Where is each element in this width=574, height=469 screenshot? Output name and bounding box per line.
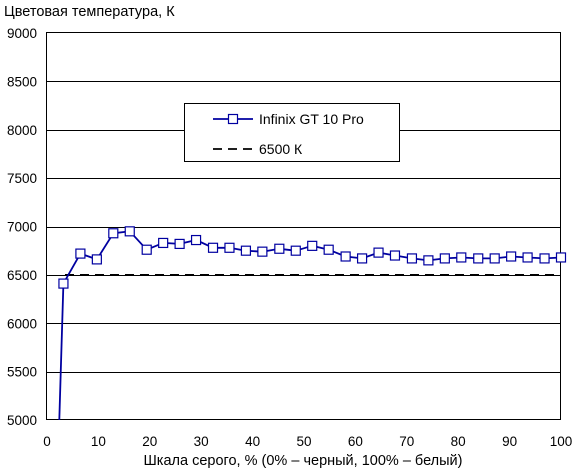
data-point bbox=[307, 240, 318, 251]
y-tick-label: 7000 bbox=[7, 220, 37, 235]
data-point bbox=[274, 243, 285, 254]
data-point bbox=[240, 245, 252, 256]
x-tick-label: 20 bbox=[142, 434, 157, 449]
x-axis-tick-labels: 0 10 20 30 40 50 60 70 80 90 100 bbox=[43, 434, 572, 449]
y-axis-title: Цветовая температура, К bbox=[4, 4, 175, 20]
data-point bbox=[439, 253, 450, 264]
legend-label-infinix: Infinix GT 10 Pro bbox=[259, 111, 364, 127]
y-tick-label: 8500 bbox=[7, 74, 37, 89]
x-tick-label: 40 bbox=[245, 434, 260, 449]
x-tick-label: 80 bbox=[451, 434, 466, 449]
data-point bbox=[323, 244, 334, 255]
data-point bbox=[555, 252, 567, 263]
data-point bbox=[489, 253, 500, 264]
legend-marker-infinix bbox=[227, 113, 239, 125]
x-tick-label: 70 bbox=[399, 434, 414, 449]
data-point bbox=[406, 253, 418, 264]
legend-label-6500k: 6500 К bbox=[259, 141, 303, 157]
data-point bbox=[108, 228, 119, 239]
x-tick-label: 50 bbox=[296, 434, 311, 449]
data-point bbox=[141, 244, 152, 255]
data-point bbox=[473, 253, 484, 264]
data-point bbox=[389, 250, 401, 261]
data-point bbox=[423, 255, 434, 266]
data-point bbox=[58, 278, 69, 289]
data-point bbox=[174, 238, 185, 250]
x-tick-label: 60 bbox=[348, 434, 363, 449]
y-tick-label: 5500 bbox=[7, 365, 37, 380]
series-line-infinix bbox=[58, 230, 562, 421]
x-tick-label: 90 bbox=[502, 434, 517, 449]
data-point bbox=[340, 251, 351, 262]
legend-box bbox=[184, 103, 400, 162]
data-point bbox=[257, 246, 268, 257]
series-layer bbox=[58, 226, 567, 421]
data-point bbox=[373, 247, 384, 258]
y-tick-label: 6500 bbox=[7, 268, 37, 283]
x-tick-label: 0 bbox=[43, 434, 51, 449]
legend: Infinix GT 10 Pro 6500 К bbox=[184, 103, 400, 162]
y-tick-label: 7500 bbox=[7, 171, 37, 186]
data-point bbox=[506, 251, 517, 262]
x-axis-title: Шкала серого, % (0% – черный, 100% – бел… bbox=[144, 453, 463, 469]
y-axis-tick-labels: 5000 5500 6000 6500 7000 7500 8000 8500 9000 bbox=[7, 26, 37, 428]
data-point bbox=[224, 242, 235, 253]
y-tick-label: 5000 bbox=[7, 413, 37, 428]
data-point bbox=[91, 254, 102, 265]
data-point bbox=[207, 242, 219, 253]
y-tick-label: 6000 bbox=[7, 316, 37, 331]
x-tick-label: 10 bbox=[91, 434, 106, 449]
data-point bbox=[456, 252, 467, 263]
plot-area bbox=[46, 32, 561, 420]
data-point bbox=[124, 226, 135, 237]
x-tick-label: 30 bbox=[194, 434, 209, 449]
data-point bbox=[539, 253, 550, 264]
data-point bbox=[356, 253, 368, 264]
x-tick-label: 100 bbox=[550, 434, 573, 449]
data-point bbox=[522, 252, 533, 263]
data-point bbox=[290, 245, 301, 256]
data-point bbox=[75, 248, 86, 259]
data-point bbox=[158, 237, 169, 249]
y-tick-label: 9000 bbox=[7, 26, 37, 41]
y-tick-label: 8000 bbox=[7, 123, 37, 138]
data-point bbox=[190, 234, 202, 246]
